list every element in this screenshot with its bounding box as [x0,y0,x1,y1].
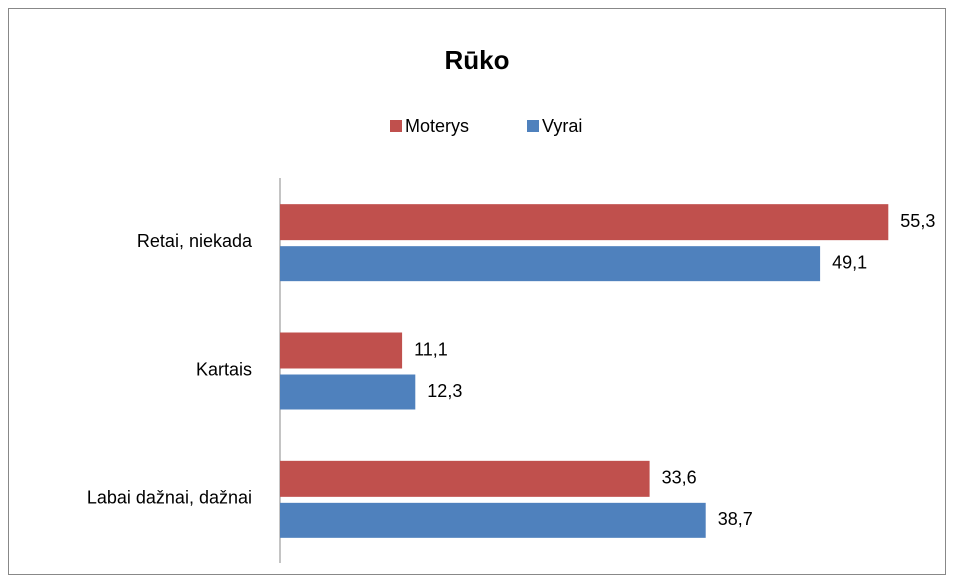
chart-title: Rūko [445,45,510,75]
legend-swatch [390,120,402,132]
legend-label: Vyrai [542,116,582,136]
bar [280,502,706,538]
y-tick-label: Retai, niekada [137,231,253,251]
legend-label: Moterys [405,116,469,136]
legend-swatch [527,120,539,132]
bar [280,374,416,410]
bar [280,204,889,241]
data-label: 38,7 [718,509,753,529]
data-label: 33,6 [662,468,697,488]
data-label: 49,1 [832,252,867,272]
data-label: 55,3 [900,211,935,231]
y-tick-label: Kartais [196,359,252,379]
bar [280,246,821,282]
bar [280,332,403,369]
bar [280,460,650,497]
data-label: 12,3 [427,381,462,401]
y-tick-label: Labai dažnai, dažnai [87,488,252,508]
data-label: 11,1 [414,339,448,359]
